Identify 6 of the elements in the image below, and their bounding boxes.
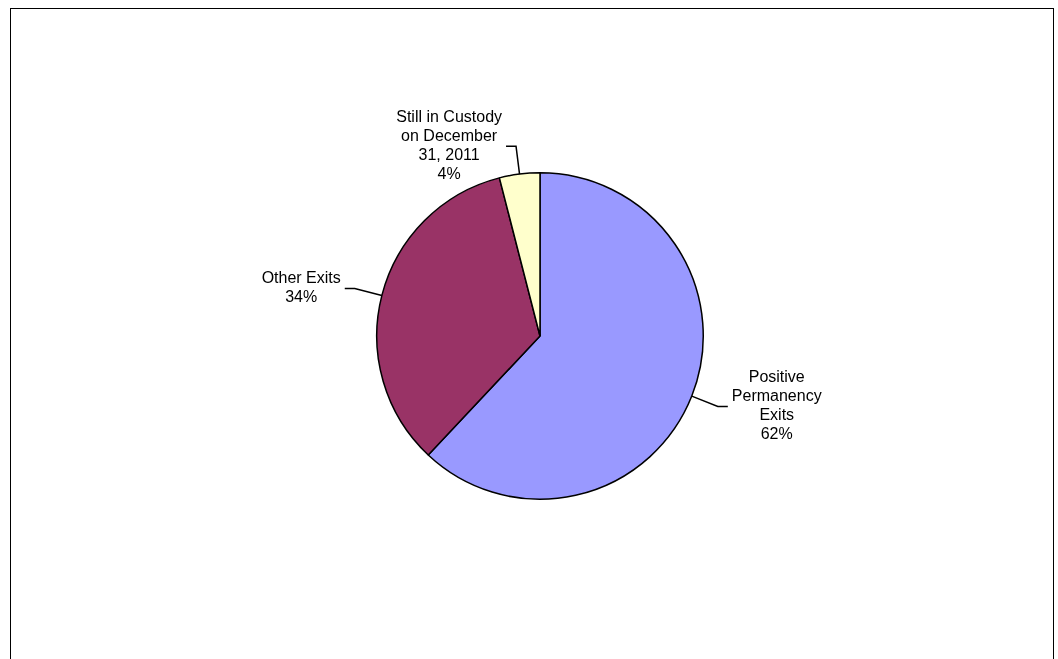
data-label: 4%	[437, 165, 461, 183]
slice-label: Positive Permanency Exits	[731, 368, 822, 424]
data-label: 34%	[285, 288, 318, 306]
slice-label: Still in Custody on December 31, 2011	[396, 108, 503, 164]
slice-label: Other Exits	[261, 269, 341, 287]
data-label: 62%	[760, 425, 793, 443]
